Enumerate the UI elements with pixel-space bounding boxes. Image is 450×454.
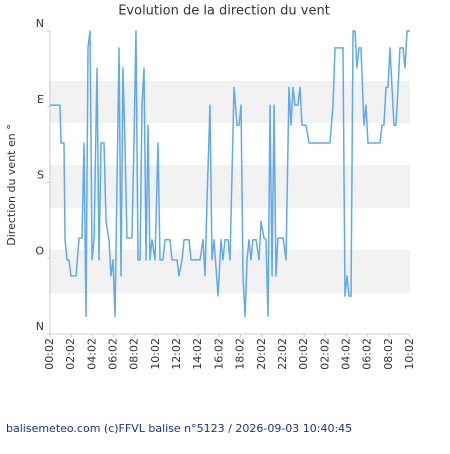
x-tick-label: 04:02 bbox=[339, 338, 352, 370]
x-tick-label: 06:02 bbox=[361, 338, 374, 370]
x-tick-label: 22:02 bbox=[276, 338, 289, 370]
footer: balisemeteo.com (c)FFVL balise n°5123 / … bbox=[6, 422, 352, 435]
x-tick-label: 14:02 bbox=[191, 338, 204, 370]
data-line bbox=[50, 30, 410, 318]
y-tick-label: S bbox=[37, 169, 44, 182]
x-tick-label: 10:02 bbox=[403, 338, 416, 370]
x-tick-label: 02:02 bbox=[318, 338, 331, 370]
y-axis-label: Direction du vent en ° bbox=[5, 124, 18, 245]
x-tick-label: 00:02 bbox=[297, 338, 310, 370]
x-tick-label: 04:02 bbox=[85, 338, 98, 370]
x-tick-label: 08:02 bbox=[382, 338, 395, 370]
y-tick-label: E bbox=[37, 93, 44, 106]
x-tick-label: 20:02 bbox=[255, 338, 268, 370]
x-tick-label: 12:02 bbox=[170, 338, 183, 370]
band bbox=[50, 165, 410, 208]
y-tick-label: O bbox=[35, 244, 44, 257]
x-tick-label: 18:02 bbox=[234, 338, 247, 370]
x-tick-label: 16:02 bbox=[212, 338, 225, 370]
y-tick-label: N bbox=[36, 17, 44, 30]
x-tick-label: 10:02 bbox=[149, 338, 162, 370]
x-tick-label: 06:02 bbox=[107, 338, 120, 370]
x-tick-label: 02:02 bbox=[64, 338, 77, 370]
band bbox=[50, 81, 410, 123]
y-tick-label: N bbox=[36, 320, 44, 333]
x-tick-label: 08:02 bbox=[128, 338, 141, 370]
chart-title: Evolution de la direction du vent bbox=[118, 4, 330, 19]
x-tick-label: 00:02 bbox=[43, 338, 56, 370]
